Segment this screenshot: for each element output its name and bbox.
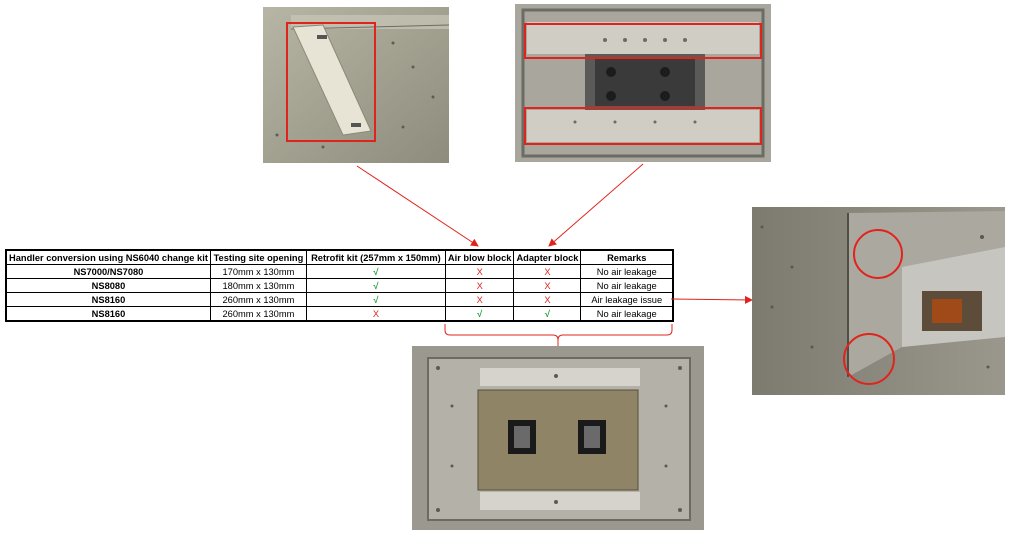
- arrow-to-adapter-block: [548, 163, 644, 247]
- remarks-cell: No air leakage: [580, 306, 674, 322]
- site-opening-cell: 180mm x 130mm: [209, 278, 307, 293]
- table-row: NS8160 260mm x 130mm √ X X Air leakage i…: [5, 292, 674, 307]
- table-header-row: Handler conversion using NS6040 change k…: [5, 249, 674, 265]
- air-blow-block-cell: √: [444, 306, 515, 322]
- adapter-block-cell: √: [513, 306, 582, 322]
- col-header-retrofit-kit: Retrofit kit (257mm x 150mm): [305, 249, 446, 265]
- air-blow-block-photo: [263, 7, 449, 163]
- remarks-cell: No air leakage: [580, 278, 674, 293]
- retrofit-kit-cell: √: [305, 264, 446, 279]
- arrow-to-air-blow-block: [356, 165, 479, 247]
- adapter-block-cell: X: [513, 264, 582, 279]
- handler-model-cell: NS8080: [5, 278, 211, 293]
- retrofit-kit-cell: X: [305, 306, 446, 322]
- col-header-handler: Handler conversion using NS6040 change k…: [5, 249, 211, 265]
- remarks-cell: No air leakage: [580, 264, 674, 279]
- handler-model-cell: NS7000/NS7080: [5, 264, 211, 279]
- air-leakage-detail-photo: [752, 207, 1005, 395]
- brace-under-blocks: [444, 324, 673, 341]
- table-row: NS7000/NS7080 170mm x 130mm √ X X No air…: [5, 264, 674, 279]
- air-blow-block-cell: X: [444, 264, 515, 279]
- site-opening-cell: 170mm x 130mm: [209, 264, 307, 279]
- col-header-adapter-block: Adapter block: [513, 249, 582, 265]
- retrofit-kit-photo: [412, 346, 704, 530]
- retrofit-kit-cell: √: [305, 292, 446, 307]
- remarks-cell: Air leakage issue: [580, 292, 674, 307]
- col-header-site-opening: Testing site opening: [209, 249, 307, 265]
- adapter-block-cell: X: [513, 292, 582, 307]
- site-opening-cell: 260mm x 130mm: [209, 306, 307, 322]
- adapter-block-cell: X: [513, 278, 582, 293]
- air-blow-block-cell: X: [444, 292, 515, 307]
- col-header-remarks: Remarks: [580, 249, 674, 265]
- arrow-to-leakage-detail: [670, 295, 753, 304]
- adapter-block-photo: [515, 4, 771, 162]
- conversion-kit-table: Handler conversion using NS6040 change k…: [5, 249, 674, 322]
- table-row: NS8160 260mm x 130mm X √ √ No air leakag…: [5, 306, 674, 322]
- handler-model-cell: NS8160: [5, 306, 211, 322]
- air-blow-block-cell: X: [444, 278, 515, 293]
- retrofit-kit-cell: √: [305, 278, 446, 293]
- col-header-air-blow-block: Air blow block: [444, 249, 515, 265]
- table-row: NS8080 180mm x 130mm √ X X No air leakag…: [5, 278, 674, 293]
- site-opening-cell: 260mm x 130mm: [209, 292, 307, 307]
- handler-model-cell: NS8160: [5, 292, 211, 307]
